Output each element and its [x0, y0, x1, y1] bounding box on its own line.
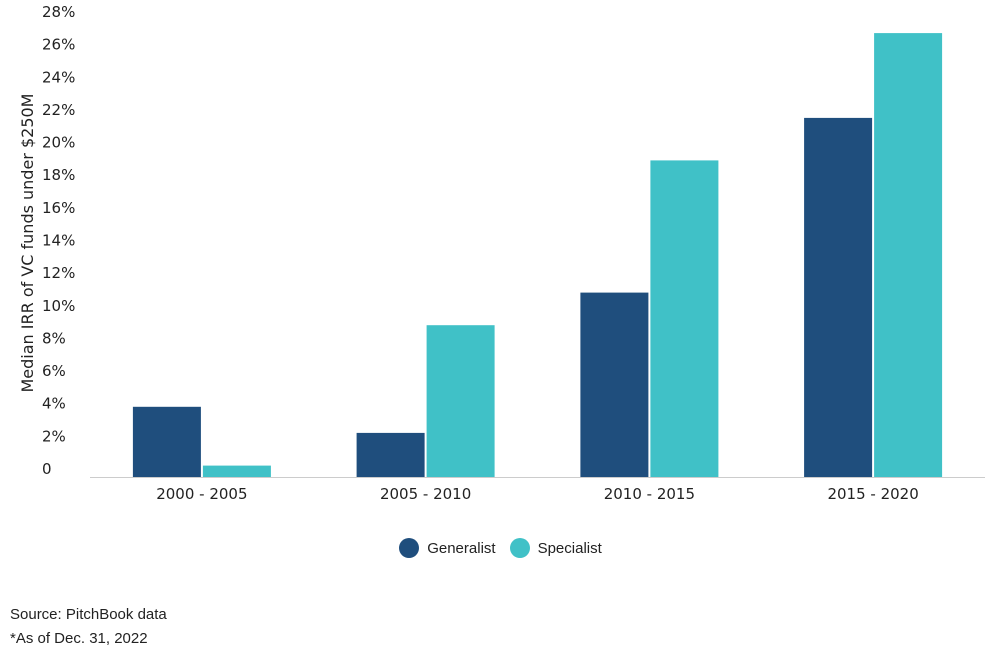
bar-generalist-0: [132, 406, 201, 477]
bars: [132, 33, 943, 478]
legend-swatch-generalist: [399, 538, 420, 558]
y-tick-label: 18%: [42, 166, 75, 184]
y-tick-label: 6%: [42, 362, 66, 380]
y-tick-label: 14%: [42, 232, 75, 250]
legend-item-specialist: Specialist: [509, 538, 602, 558]
legend-swatch-specialist: [509, 538, 530, 558]
bar-generalist-3: [804, 117, 873, 478]
y-tick-label: 2%: [42, 427, 66, 445]
bar-generalist-2: [580, 292, 649, 477]
bar-specialist-2: [650, 160, 719, 477]
bar-specialist-1: [426, 325, 495, 477]
legend-label-specialist: Specialist: [537, 539, 602, 557]
y-tick-label: 4%: [42, 395, 66, 413]
bar-chart: 02%4%6%8%10%12%14%16%18%20%22%24%26%28% …: [18, 3, 985, 503]
legend-item-generalist: Generalist: [399, 538, 496, 558]
legend-label-generalist: Generalist: [427, 539, 496, 557]
y-tick-label: 16%: [42, 199, 75, 217]
y-axis-title: Median IRR of VC funds under $250M: [18, 94, 37, 393]
y-tick-label: 8%: [42, 329, 66, 347]
x-tick-label: 2000 - 2005: [156, 485, 247, 503]
y-tick-label: 0: [42, 460, 52, 478]
source-note: Source: PitchBook data: [10, 606, 167, 623]
y-axis-ticks: 0 2% 4% 6% 8% 10% 12% 14% 16% 18% 20% 22% 24% 26% 28%: [42, 3, 75, 478]
x-tick-label: 2010 - 2015: [604, 485, 695, 503]
as-of-note: *As of Dec. 31, 2022: [10, 630, 148, 647]
x-tick-label: 2015 - 2020: [827, 485, 918, 503]
x-tick-label: 2005 - 2010: [380, 485, 471, 503]
y-tick-label: 12%: [42, 264, 75, 282]
y-tick-label: 28%: [42, 3, 75, 21]
y-tick-label: 24%: [42, 68, 75, 86]
y-tick-label: 22%: [42, 101, 75, 119]
x-axis-labels: 2000 - 2005 2005 - 2010 2010 - 2015 2015 - …: [156, 485, 919, 503]
legend: Generalist Specialist: [0, 538, 1001, 558]
bar-specialist-0: [202, 465, 271, 477]
bar-generalist-1: [356, 432, 425, 477]
y-tick-label: 20%: [42, 134, 75, 152]
y-tick-label: 10%: [42, 297, 75, 315]
bar-specialist-3: [874, 33, 943, 477]
y-tick-label: 26%: [42, 36, 75, 54]
footnotes: Source: PitchBook data *As of Dec. 31, 2…: [10, 603, 167, 651]
